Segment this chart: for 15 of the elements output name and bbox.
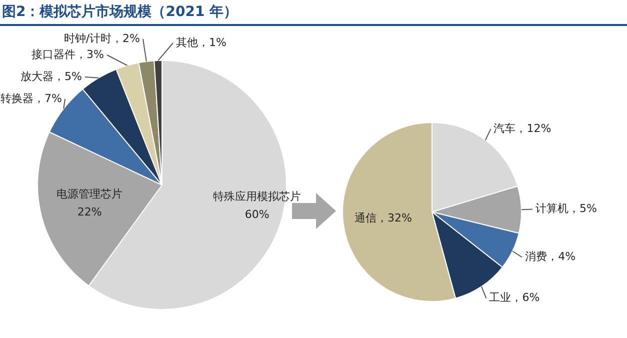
- slice-label: 工业，6%: [489, 291, 540, 304]
- slice-label: 时钟/计时，2%: [64, 32, 140, 45]
- slice-label: 特殊应用模拟芯片: [213, 190, 302, 204]
- slice-label: 汽车，12%: [494, 122, 552, 135]
- slice-label: 转换器，7%: [0, 92, 62, 105]
- slice-label: 放大器，5%: [20, 70, 82, 83]
- slice-label: 接口器件，3%: [32, 48, 104, 61]
- slice-label: 消费，4%: [525, 250, 576, 264]
- data-label: 60%: [244, 208, 270, 222]
- slice-label: 通信，32%: [354, 211, 412, 224]
- slice-label: 计算机，5%: [535, 202, 597, 216]
- slice-label: 电源管理芯片: [56, 187, 123, 200]
- chart-title: 图2：模拟芯片市场规模（2021 年）: [2, 3, 238, 21]
- slice-label: 其他，1%: [176, 36, 226, 49]
- data-label: 22%: [77, 205, 102, 218]
